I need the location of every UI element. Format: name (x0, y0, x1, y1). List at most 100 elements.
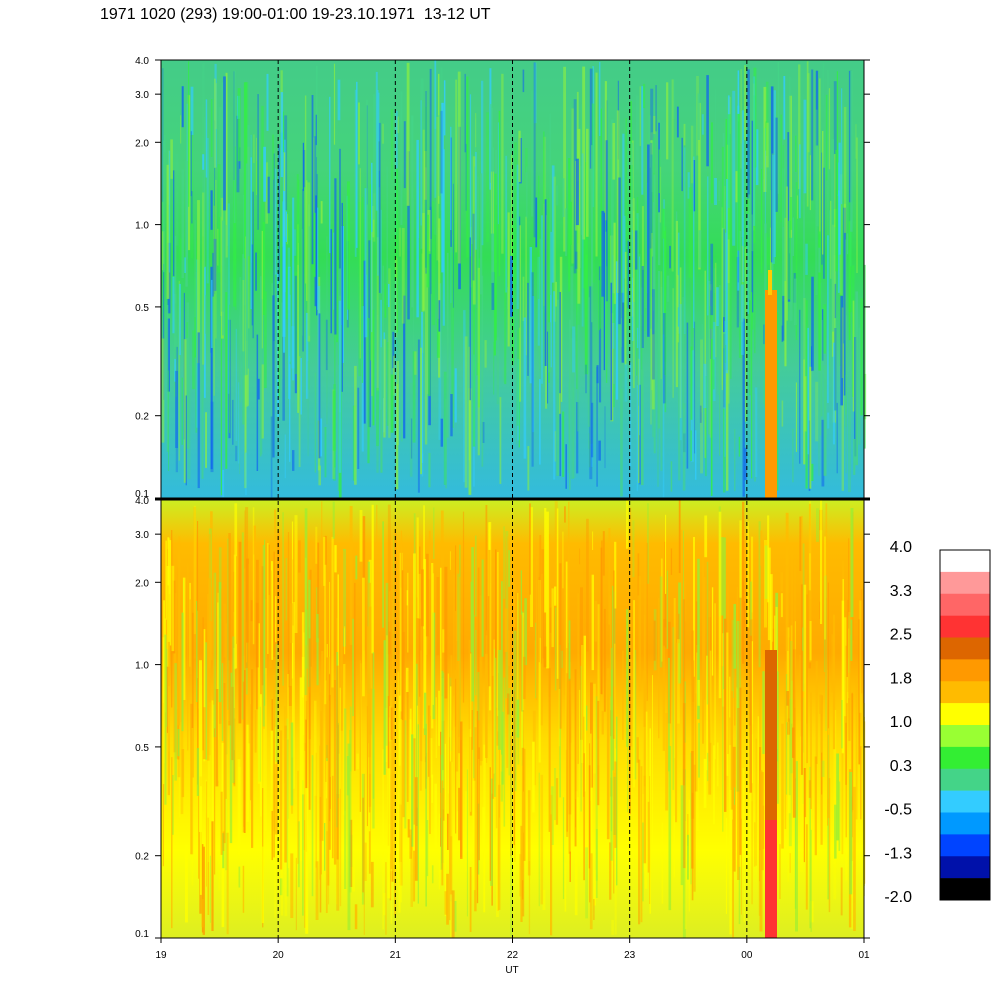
top-texture-streak (799, 144, 801, 219)
bottom-texture-streak (349, 819, 353, 887)
top-texture-streak (790, 197, 793, 230)
bottom-texture-streak (739, 521, 741, 702)
y-tick-label: 4.0 (135, 56, 149, 67)
bottom-texture-streak (585, 847, 588, 919)
bottom-texture-streak (632, 520, 635, 578)
top-texture-streak (805, 243, 808, 275)
bottom-texture-streak (790, 641, 793, 774)
bottom-texture-streak (711, 587, 714, 676)
bottom-texture-streak (762, 805, 765, 849)
bottom-texture-streak (568, 501, 570, 644)
top-texture-streak (191, 191, 193, 224)
bottom-texture-streak (522, 612, 525, 711)
top-texture-streak (384, 283, 387, 318)
bottom-texture-streak (274, 763, 278, 835)
top-texture-streak (308, 226, 311, 336)
bottom-texture-streak (191, 728, 194, 886)
bottom-texture-streak (214, 728, 216, 875)
top-texture-streak (172, 276, 175, 334)
bottom-texture-streak (431, 865, 434, 884)
top-texture-streak (526, 166, 528, 219)
bottom-texture-streak (713, 745, 715, 825)
bottom-texture-streak (270, 730, 274, 811)
top-texture-streak (245, 452, 247, 496)
bottom-texture-streak (399, 552, 403, 721)
top-texture-streak (550, 231, 552, 368)
bottom-texture-streak (165, 540, 167, 620)
bottom-texture-streak (729, 676, 731, 718)
bottom-texture-streak (510, 735, 512, 857)
top-texture-streak (411, 115, 414, 308)
y-tick-label: 2.0 (135, 138, 149, 149)
bottom-texture-streak (341, 550, 345, 629)
bottom-texture-streak (507, 630, 510, 666)
top-texture-streak (663, 230, 666, 375)
bottom-texture-streak (490, 778, 493, 886)
bottom-texture-streak (848, 538, 850, 659)
bottom-texture-streak (242, 681, 246, 833)
top-texture-streak (712, 359, 715, 390)
bottom-texture-streak (257, 623, 260, 784)
bottom-texture-streak (827, 669, 829, 826)
top-texture-streak (178, 283, 181, 356)
bottom-texture-streak (834, 804, 837, 859)
bottom-texture-streak (802, 752, 805, 854)
bottom-texture-streak (580, 665, 582, 812)
bottom-texture-streak (803, 683, 805, 863)
top-texture-streak (641, 206, 644, 270)
top-texture-streak (725, 118, 728, 201)
bottom-texture-streak (447, 813, 449, 850)
colorbar-label: -0.5 (884, 802, 912, 819)
top-texture-streak (853, 439, 856, 475)
top-texture-streak (201, 366, 204, 479)
top-texture-streak (811, 346, 813, 372)
bottom-texture-streak (440, 567, 442, 732)
top-texture-streak (698, 230, 702, 268)
top-texture-streak (636, 218, 638, 376)
top-texture-streak (683, 123, 686, 146)
top-texture-streak (547, 331, 549, 404)
top-texture-streak (217, 164, 221, 273)
bottom-texture-streak (696, 645, 699, 831)
bottom-texture-streak (742, 768, 745, 850)
top-texture-streak (753, 393, 756, 482)
bottom-texture-streak (747, 521, 749, 628)
top-texture-streak (516, 329, 519, 426)
bottom-texture-streak (354, 582, 356, 771)
bottom-texture-streak (246, 724, 250, 822)
top-texture-streak (571, 338, 575, 479)
bottom-texture-streak (190, 703, 194, 855)
bottom-texture-streak (479, 595, 483, 761)
top-texture-streak (537, 256, 540, 346)
bottom-texture-streak (642, 822, 644, 902)
top-texture-streak (829, 210, 831, 374)
bottom-texture-streak (424, 692, 427, 735)
top-texture-streak (655, 85, 657, 132)
bottom-texture-streak (366, 706, 368, 827)
top-texture-streak (751, 120, 754, 313)
top-texture-streak (539, 238, 542, 370)
bottom-texture-streak (279, 730, 283, 870)
colorbar-label: 0.3 (890, 758, 912, 775)
top-texture-streak (223, 76, 226, 211)
bottom-texture-streak (440, 658, 442, 847)
top-texture-streak (518, 130, 521, 183)
top-texture-streak (394, 257, 398, 338)
bottom-texture-streak (603, 608, 606, 712)
bottom-texture-streak (193, 506, 196, 659)
top-texture-streak (518, 300, 520, 448)
colorbar-label: -1.3 (884, 845, 912, 862)
top-texture-streak (499, 397, 502, 484)
top-texture-streak (576, 243, 580, 432)
top-texture-streak (273, 153, 275, 341)
top-texture-streak (197, 332, 200, 489)
top-texture-streak (691, 207, 693, 386)
top-texture-streak (386, 166, 388, 305)
top-texture-streak (525, 216, 527, 356)
bottom-texture-streak (227, 538, 229, 710)
y-tick-label: 2.0 (135, 578, 149, 589)
bottom-texture-streak (678, 582, 682, 684)
bottom-texture-streak (819, 694, 823, 714)
bottom-texture-streak (268, 544, 270, 595)
bottom-texture-streak (390, 739, 393, 872)
